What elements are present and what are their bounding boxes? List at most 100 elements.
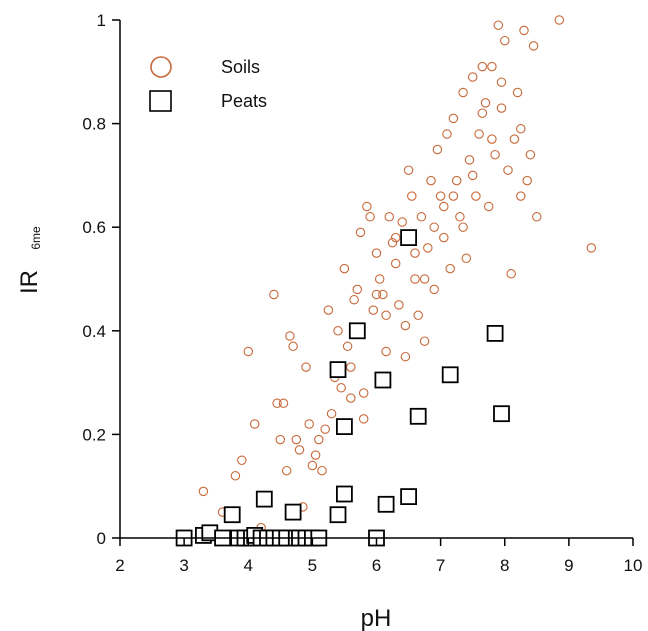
soil-point <box>458 222 468 232</box>
soil-point <box>516 124 526 134</box>
soil-point <box>467 170 478 181</box>
soil-point <box>439 201 449 212</box>
y-tick-label: 0.4 <box>82 322 106 341</box>
soil-point <box>275 434 286 445</box>
soil-point <box>487 134 497 144</box>
soil-point <box>464 155 475 165</box>
soil-point <box>467 72 478 82</box>
y-axis-title: IR 6me <box>16 226 43 294</box>
x-tick-label: 4 <box>244 556 253 575</box>
soil-point <box>532 212 542 222</box>
x-tick-label: 3 <box>179 556 188 575</box>
soil-point <box>378 289 388 300</box>
soil-point <box>381 310 391 321</box>
soil-point <box>471 191 481 201</box>
soil-point <box>314 434 324 445</box>
peat-point <box>284 503 302 521</box>
soil-point <box>310 450 321 460</box>
soil-point <box>509 134 520 144</box>
soil-point <box>516 191 526 201</box>
soil-point <box>374 274 385 284</box>
y-tick-label: 0 <box>97 529 106 548</box>
soil-point <box>336 383 346 393</box>
peat-point <box>329 361 347 379</box>
soil-point <box>448 191 459 201</box>
soil-point <box>387 237 398 248</box>
soil-point <box>403 165 414 175</box>
soil-point <box>390 232 401 243</box>
soil-point <box>554 15 565 25</box>
y-axis-title-subscript: 6me <box>29 226 43 250</box>
soil-point <box>419 336 430 346</box>
y-axis-title-main: IR <box>16 270 43 294</box>
soil-point <box>397 217 407 227</box>
soil-point <box>269 289 279 300</box>
soil-point <box>435 191 446 201</box>
soil-point <box>333 326 343 336</box>
soil-point <box>487 61 497 72</box>
soil-point <box>371 289 382 300</box>
soil-point <box>294 445 305 455</box>
x-tick-label: 2 <box>115 556 124 575</box>
peat-point <box>329 506 347 524</box>
legend-soils-label: Soils <box>221 57 260 77</box>
soil-point <box>358 388 369 398</box>
soil-point <box>237 455 247 466</box>
soil-point <box>352 284 363 295</box>
axes: 2 3 4 5 6 7 8 9 10 0 0.2 0.4 0.6 0.8 1 <box>82 11 642 575</box>
soil-point <box>384 212 395 222</box>
soil-point <box>522 175 532 186</box>
soil-point <box>442 129 452 139</box>
soil-point <box>365 212 375 222</box>
soil-point <box>320 424 330 434</box>
peat-point <box>400 229 418 247</box>
soil-point <box>323 305 334 315</box>
soil-point <box>400 351 411 362</box>
soil-point <box>410 274 420 284</box>
soil-point <box>461 253 472 264</box>
x-tick-label: 10 <box>624 556 643 575</box>
soil-point <box>371 248 382 258</box>
soil-point <box>410 248 420 258</box>
x-tick-label: 9 <box>564 556 573 575</box>
peat-point <box>409 407 427 425</box>
legend: Soils Peats <box>149 56 267 112</box>
y-tick-label: 0.6 <box>82 218 106 237</box>
soil-point <box>291 434 302 445</box>
soil-point <box>285 331 295 341</box>
soil-point <box>355 227 366 238</box>
soil-point <box>288 341 298 352</box>
soil-point <box>394 300 404 310</box>
soil-point <box>496 77 507 87</box>
soil-point <box>432 144 443 155</box>
soil-point <box>525 149 536 160</box>
peat-point <box>486 324 504 342</box>
y-tick-label: 0.2 <box>82 425 106 444</box>
soil-point <box>439 232 449 243</box>
soil-point <box>381 346 391 357</box>
soil-point <box>448 113 459 124</box>
soil-point <box>503 165 513 175</box>
soil-point <box>451 175 462 186</box>
soil-point <box>477 108 488 118</box>
soil-point <box>198 486 209 497</box>
soil-point <box>317 465 327 476</box>
soil-point <box>496 103 507 113</box>
soil-point <box>346 362 356 372</box>
legend-peats-marker <box>149 90 172 112</box>
soil-point <box>278 398 289 409</box>
soil-point <box>519 25 529 36</box>
soil-point <box>455 212 465 222</box>
peat-point <box>255 490 273 508</box>
soil-point <box>307 460 318 471</box>
soil-point <box>272 398 282 409</box>
legend-peats-label: Peats <box>221 91 267 111</box>
soil-point <box>493 20 504 30</box>
soil-point <box>416 212 427 222</box>
y-tick-label: 0.8 <box>82 115 106 134</box>
peat-point <box>348 322 366 340</box>
y-tick-label: 1 <box>97 11 106 30</box>
soil-point <box>429 222 439 232</box>
soil-point <box>500 35 510 46</box>
